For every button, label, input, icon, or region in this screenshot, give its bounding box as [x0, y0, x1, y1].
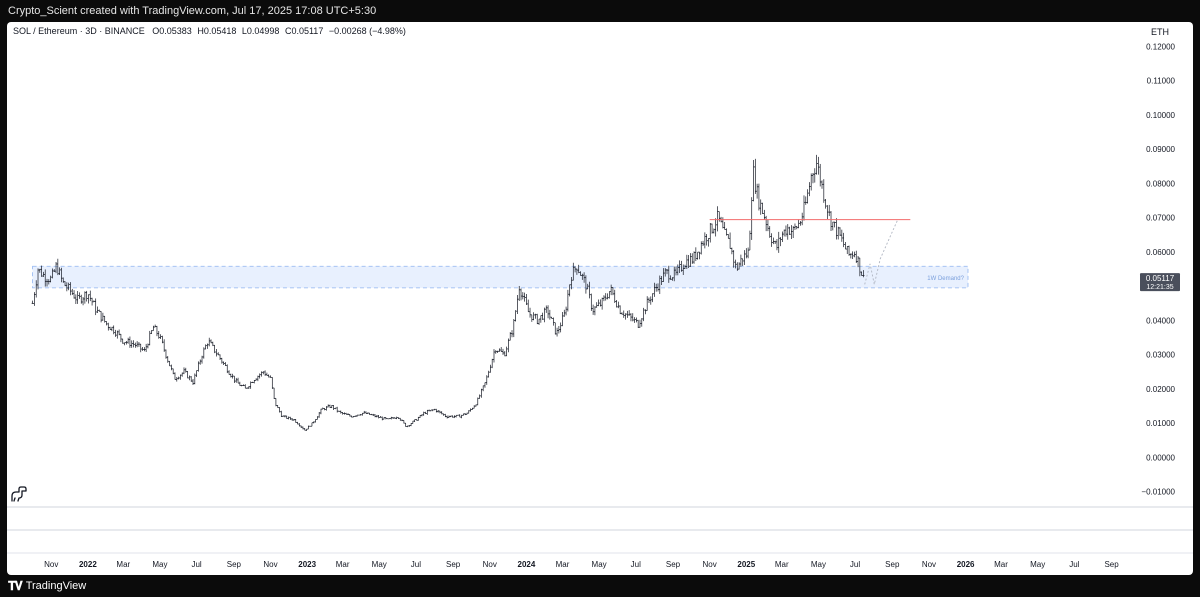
- x-tick-label: Nov: [703, 560, 717, 569]
- x-tick-label: Mar: [116, 560, 130, 569]
- bar-countdown: 12:21:35: [1146, 284, 1173, 291]
- x-tick-label: Jul: [850, 560, 860, 569]
- demand-zone[interactable]: [32, 265, 969, 289]
- y-tick-label: 0.03000: [1146, 351, 1175, 360]
- y-tick-label: 0.01000: [1146, 419, 1175, 428]
- x-tick-label: Jul: [411, 560, 421, 569]
- demand-zone-label: 1W Demand?: [927, 276, 964, 282]
- x-tick-label: Mar: [556, 560, 570, 569]
- y-tick-label: 0.09000: [1146, 145, 1175, 154]
- dinosaur-icon: [11, 486, 27, 502]
- x-tick-label: Nov: [922, 560, 936, 569]
- x-tick-label: Nov: [263, 560, 277, 569]
- x-tick-label: Sep: [1104, 560, 1119, 569]
- y-tick-label: 0.00000: [1146, 453, 1175, 462]
- x-tick-label: 2026: [957, 560, 975, 569]
- x-tick-label: Sep: [446, 560, 461, 569]
- x-tick-label: Jul: [631, 560, 641, 569]
- last-price-value: 0.05117: [1146, 274, 1175, 283]
- legend-high-label: H: [197, 26, 204, 36]
- x-tick-label: Nov: [483, 560, 497, 569]
- x-tick-label: Sep: [227, 560, 242, 569]
- y-tick-label: 0.04000: [1146, 316, 1175, 325]
- y-tick-label: 0.07000: [1146, 214, 1175, 223]
- legend-low-label: L: [241, 26, 247, 36]
- legend-high-value: 0.05418: [203, 26, 237, 36]
- x-tick-label: 2024: [518, 560, 536, 569]
- y-tick-label: −0.01000: [1141, 488, 1175, 497]
- legend-low-value: 0.04998: [246, 26, 280, 36]
- legend-symbol[interactable]: SOL / Ethereum · 3D · BINANCE: [13, 26, 145, 36]
- y-tick-label: 0.02000: [1146, 385, 1175, 394]
- legend-close-value: 0.05117: [291, 26, 324, 36]
- y-tick-label: 0.10000: [1146, 111, 1175, 120]
- last-price-tag: [1140, 273, 1180, 292]
- x-tick-label: May: [811, 560, 826, 569]
- y-tick-label: 0.12000: [1146, 42, 1175, 51]
- x-tick-label: Mar: [775, 560, 789, 569]
- legend-close-label: C: [284, 26, 292, 36]
- currency-label[interactable]: ETH: [1151, 27, 1169, 37]
- x-tick-label: Jul: [1069, 560, 1079, 569]
- attribution-bar: Crypto_Scient created with TradingView.c…: [0, 0, 1200, 22]
- attribution-text: Crypto_Scient created with TradingView.c…: [8, 5, 377, 17]
- legend-change: −0.00268 (−4.98%): [328, 26, 406, 36]
- x-tick-label: May: [592, 560, 607, 569]
- y-tick-label: 0.11000: [1147, 77, 1176, 86]
- y-tick-label: 0.06000: [1146, 248, 1175, 257]
- x-tick-label: Sep: [666, 560, 681, 569]
- footer-bar: 𝐓𝐕 TradingView: [0, 575, 1200, 597]
- x-tick-label: May: [152, 560, 167, 569]
- x-tick-label: Mar: [994, 560, 1008, 569]
- footer-brand[interactable]: TradingView: [25, 580, 87, 592]
- x-tick-label: Mar: [336, 560, 350, 569]
- x-tick-label: Jul: [191, 560, 201, 569]
- legend-open-value: 0.05383: [159, 26, 192, 36]
- x-tick-label: Nov: [44, 560, 58, 569]
- symbol-legend: SOL / Ethereum · 3D · BINANCE O0.05383 H…: [13, 26, 406, 36]
- chart-panel[interactable]: 0.12000 0.11000 0.10000 0.09000 0.08000 0.070…: [7, 22, 1193, 575]
- legend-open-label: O: [152, 26, 160, 36]
- price-chart[interactable]: 0.12000 0.11000 0.10000 0.09000 0.08000 0.070…: [7, 22, 1193, 575]
- x-tick-label: Sep: [885, 560, 900, 569]
- x-tick-label: 2025: [737, 560, 755, 569]
- x-tick-label: 2022: [79, 560, 97, 569]
- y-tick-label: 0.08000: [1146, 179, 1175, 188]
- x-tick-label: 2023: [298, 560, 316, 569]
- tradingview-logo-icon: 𝐓𝐕: [8, 578, 23, 593]
- x-tick-label: May: [372, 560, 387, 569]
- x-tick-label: May: [1030, 560, 1045, 569]
